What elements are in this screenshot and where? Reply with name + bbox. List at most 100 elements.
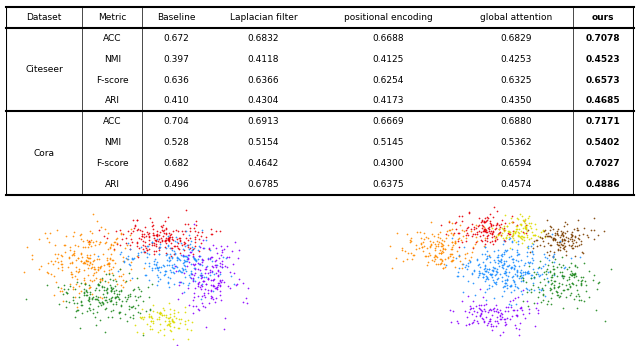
Point xyxy=(175,268,186,274)
Point xyxy=(523,304,533,309)
Point xyxy=(547,280,557,285)
Point xyxy=(196,282,206,288)
Point xyxy=(85,239,95,245)
Point xyxy=(159,230,169,236)
Point xyxy=(191,303,202,309)
Point xyxy=(222,254,232,260)
Point xyxy=(445,227,456,232)
Point xyxy=(515,305,525,311)
Point xyxy=(81,288,91,293)
Point xyxy=(513,294,523,299)
Point xyxy=(543,240,553,246)
Point xyxy=(188,253,198,259)
Point xyxy=(563,238,573,243)
Point xyxy=(522,245,532,250)
Point xyxy=(163,262,173,268)
Point xyxy=(504,262,515,268)
Point xyxy=(69,248,79,254)
Point xyxy=(150,242,161,247)
Point xyxy=(481,227,491,233)
Point xyxy=(481,237,491,243)
Point xyxy=(535,279,545,285)
Point xyxy=(167,254,177,259)
Point xyxy=(520,316,531,321)
Point xyxy=(547,275,557,280)
Point xyxy=(479,243,489,249)
Point xyxy=(392,230,402,236)
Point xyxy=(175,279,185,284)
Point xyxy=(557,236,567,242)
Point xyxy=(415,230,426,235)
Point xyxy=(558,245,568,251)
Point xyxy=(180,259,191,264)
Point xyxy=(87,261,97,267)
Point xyxy=(424,252,435,258)
Point xyxy=(99,294,109,300)
Point xyxy=(494,227,504,232)
Point xyxy=(162,257,172,262)
Point xyxy=(473,321,483,326)
Point xyxy=(186,327,196,332)
Point xyxy=(479,215,490,221)
Point xyxy=(564,276,575,282)
Point xyxy=(510,230,520,236)
Point xyxy=(433,232,444,237)
Point xyxy=(78,261,88,266)
Text: 0.7171: 0.7171 xyxy=(586,117,621,126)
Point xyxy=(100,271,111,277)
Point xyxy=(132,217,142,223)
Point xyxy=(167,245,177,251)
Point xyxy=(134,310,145,316)
Point xyxy=(182,326,192,332)
Point xyxy=(456,262,467,267)
Point xyxy=(465,309,475,315)
Point xyxy=(109,290,119,296)
Point xyxy=(198,274,209,279)
Point xyxy=(491,302,501,308)
Point xyxy=(179,239,189,245)
Point xyxy=(108,301,118,307)
Point xyxy=(477,270,488,276)
Point xyxy=(549,272,559,278)
Point xyxy=(584,294,594,300)
Point xyxy=(527,272,537,277)
Point xyxy=(172,236,182,242)
Point xyxy=(216,249,227,255)
Point xyxy=(453,230,463,236)
Point xyxy=(114,291,124,296)
Point xyxy=(116,302,126,307)
Point xyxy=(98,301,108,307)
Point xyxy=(147,243,157,248)
Point xyxy=(67,272,77,277)
Point xyxy=(534,274,544,279)
Point xyxy=(423,260,433,265)
Point xyxy=(444,219,454,225)
Point xyxy=(564,275,575,280)
Point xyxy=(537,286,547,292)
Point xyxy=(438,245,448,251)
Point xyxy=(493,309,503,315)
Text: 0.704: 0.704 xyxy=(164,117,189,126)
Point xyxy=(125,267,136,272)
Point xyxy=(220,316,230,321)
Point xyxy=(125,247,135,252)
Point xyxy=(570,234,580,239)
Point xyxy=(446,246,456,252)
Point xyxy=(555,239,565,245)
Point xyxy=(145,313,155,318)
Point xyxy=(147,267,157,273)
Point xyxy=(106,299,116,304)
Point xyxy=(140,224,150,229)
Point xyxy=(569,272,579,278)
Point xyxy=(492,318,502,323)
Point xyxy=(435,261,445,266)
Point xyxy=(435,229,445,235)
Point xyxy=(561,235,571,240)
Point xyxy=(163,235,173,241)
Text: 0.636: 0.636 xyxy=(163,76,189,85)
Point xyxy=(57,264,67,270)
Point xyxy=(554,283,564,288)
Point xyxy=(189,262,200,268)
Point xyxy=(150,232,161,238)
Point xyxy=(155,239,165,245)
